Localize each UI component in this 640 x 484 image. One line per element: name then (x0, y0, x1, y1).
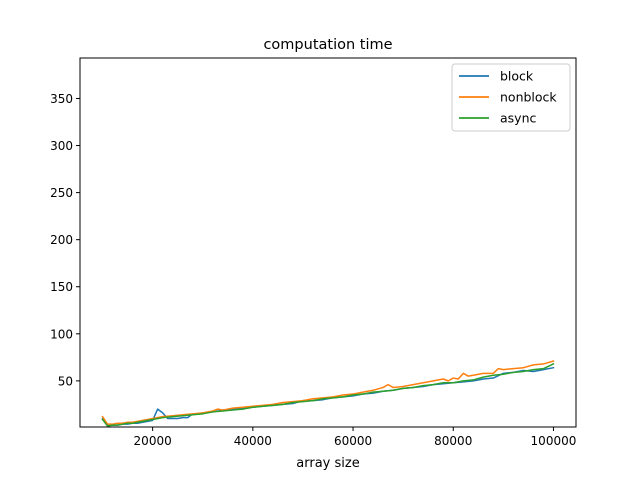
series-line-async (101, 362, 555, 427)
legend-label-async: async (500, 111, 536, 126)
x-tick-label: 100000 (531, 434, 577, 448)
legend-box (451, 63, 571, 132)
y-tick-label: 100 (50, 327, 73, 341)
y-tick-label: 50 (58, 374, 73, 388)
y-tick-label: 250 (50, 186, 73, 200)
y-tick-label: 150 (50, 280, 73, 294)
legend: block nonblock async (451, 63, 571, 132)
y-tick-label: 300 (50, 139, 73, 153)
x-tick-label: 80000 (434, 434, 472, 448)
x-axis-label: array size (296, 456, 359, 471)
ticks-layer: 20000 40000 60000 80000 100000 50 100 150 200 250… (50, 92, 576, 448)
plot-frame (79, 57, 577, 428)
y-tick-label: 350 (50, 92, 73, 106)
legend-label-nonblock: nonblock (500, 90, 557, 105)
chart-title: computation time (263, 37, 392, 53)
y-tick-label: 200 (50, 233, 73, 247)
legend-label-block: block (500, 69, 534, 84)
series-layer (101, 360, 555, 427)
x-tick-label: 20000 (134, 434, 172, 448)
x-tick-label: 40000 (234, 434, 272, 448)
series-line-nonblock (101, 360, 555, 425)
x-tick-label: 60000 (334, 434, 372, 448)
